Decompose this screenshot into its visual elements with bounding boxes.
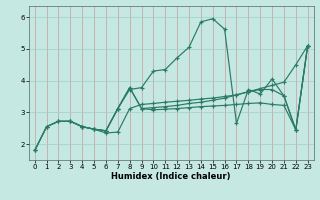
X-axis label: Humidex (Indice chaleur): Humidex (Indice chaleur) — [111, 172, 231, 181]
